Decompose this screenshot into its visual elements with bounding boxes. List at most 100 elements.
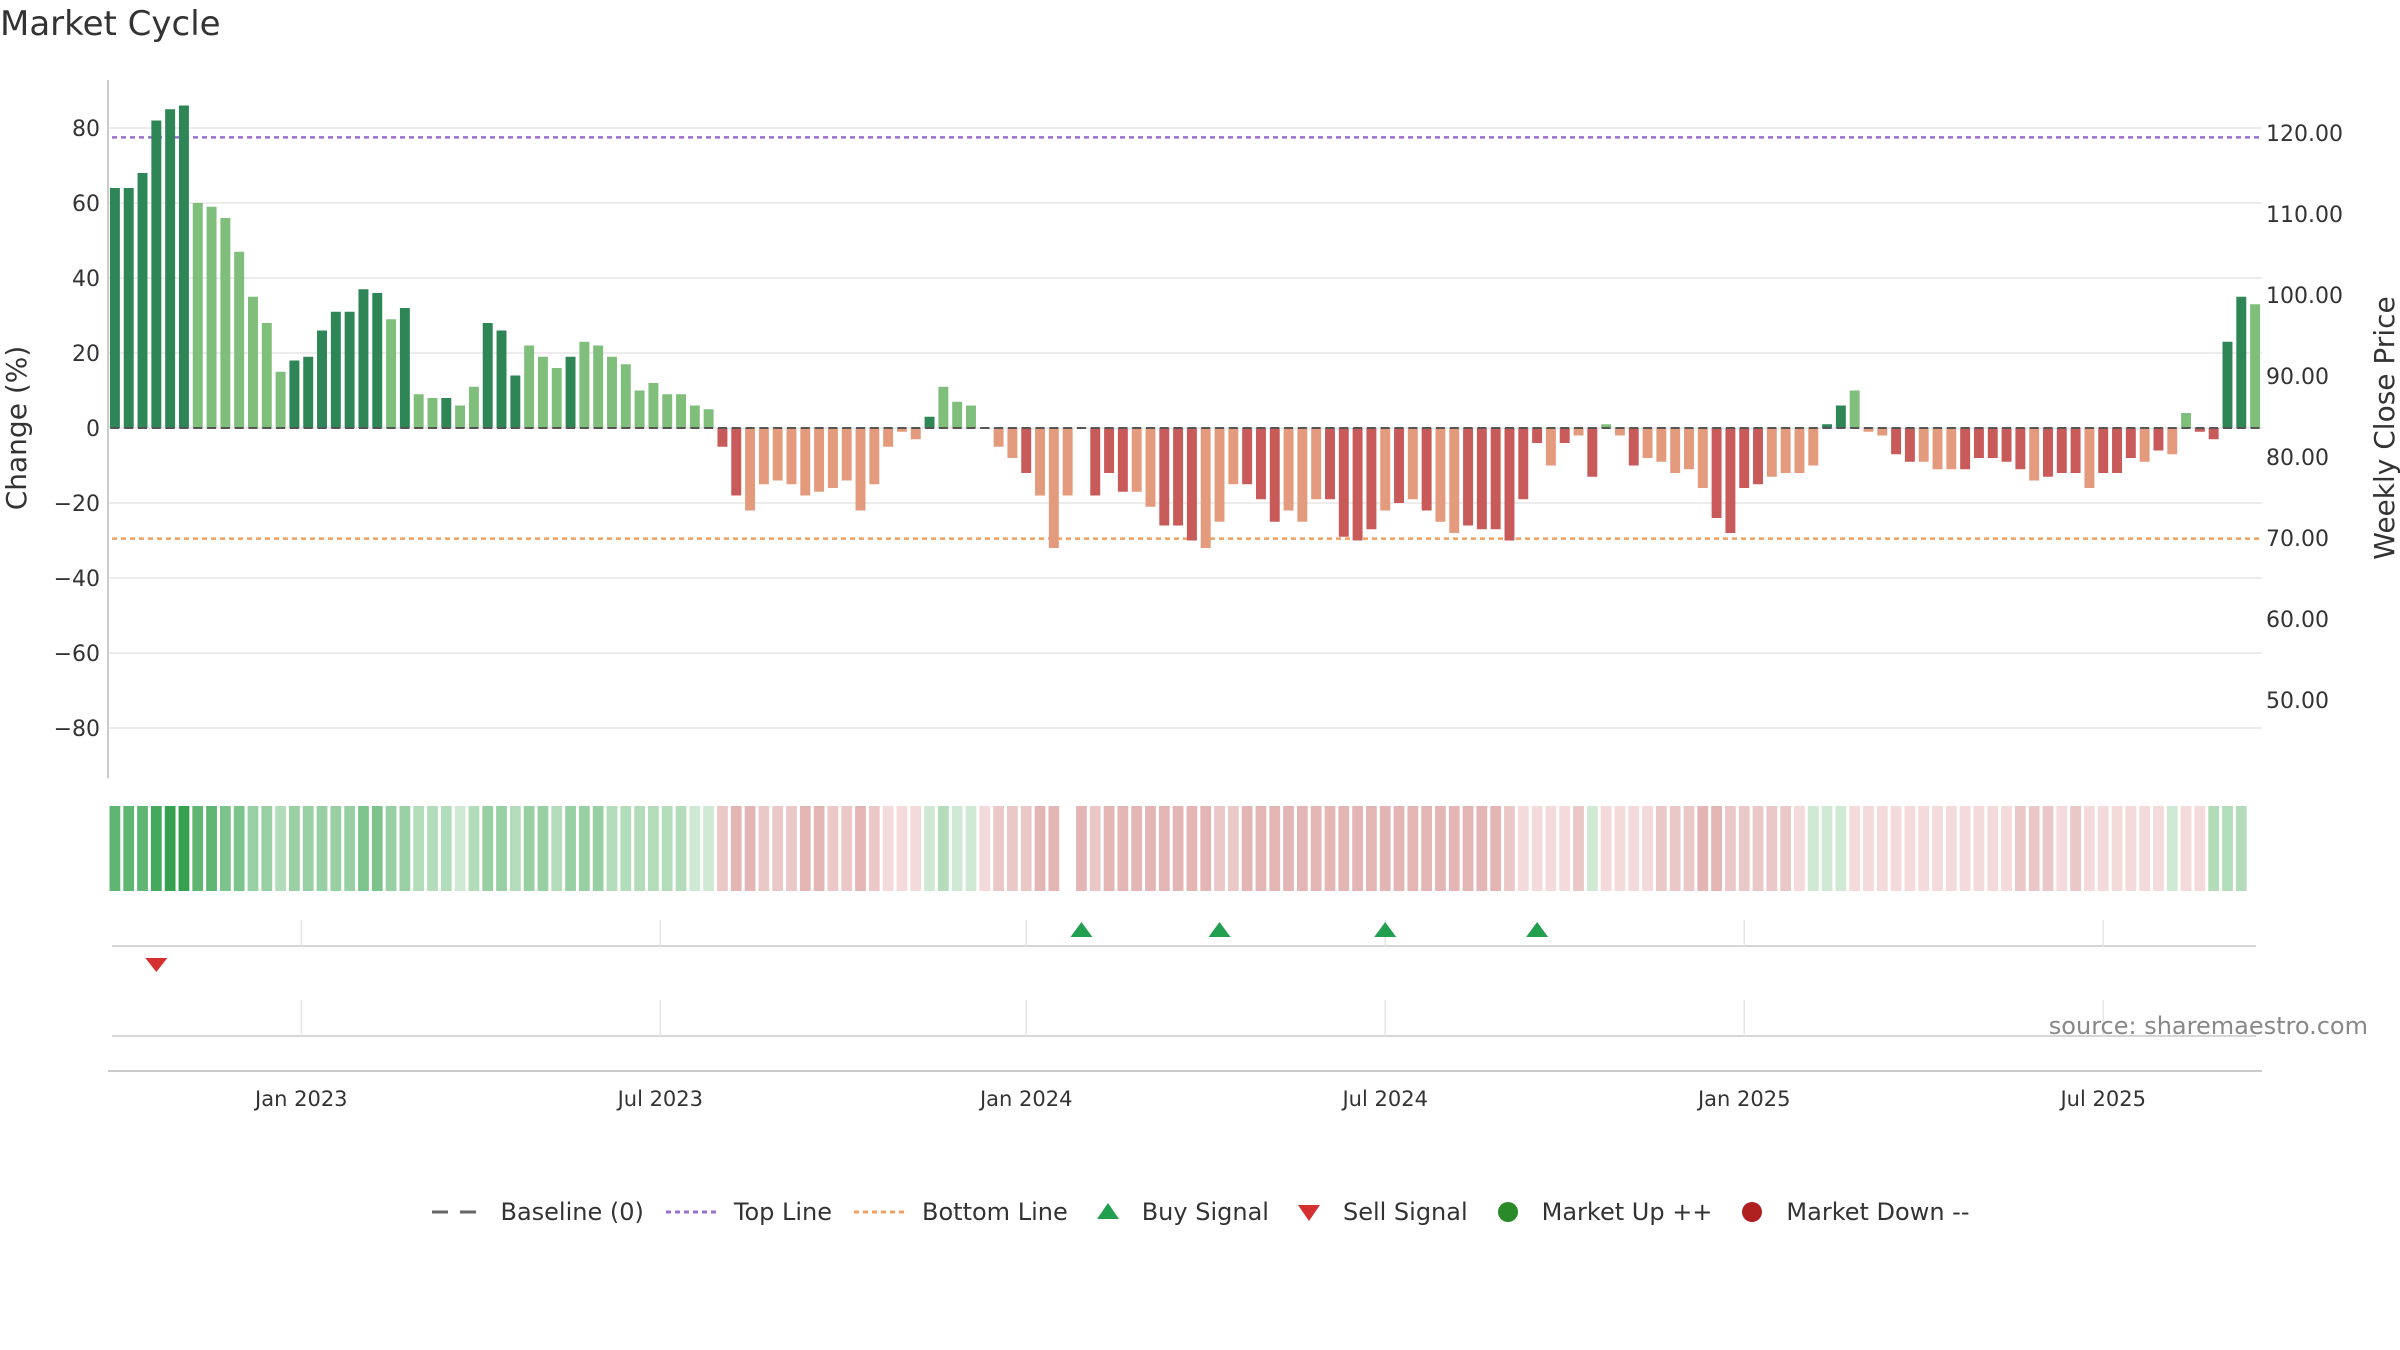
heat-cell [1476, 806, 1488, 891]
heat-cell [358, 806, 369, 891]
heat-cell [1435, 806, 1446, 891]
bar [1021, 428, 1032, 473]
heat-cell [1614, 806, 1626, 891]
bar [261, 323, 272, 428]
heat-cell [565, 806, 576, 891]
bar [2043, 428, 2053, 477]
heat-cell [1186, 806, 1198, 891]
bar [2098, 428, 2109, 473]
bar [1808, 428, 1819, 466]
heat-cell [2042, 806, 2054, 891]
heat-cell [1393, 806, 1405, 891]
bar [2167, 428, 2178, 455]
bar [1407, 428, 1418, 500]
heat-cell [150, 806, 162, 891]
right-tick-label: 90.00 [2266, 365, 2329, 390]
bar [330, 311, 341, 428]
bar [220, 218, 231, 428]
heat-cell [2139, 806, 2151, 891]
legend-item-sell: Sell Signal [1289, 1198, 1468, 1226]
heat-cell [1020, 806, 1032, 891]
heat-cell [123, 806, 135, 891]
bar [123, 188, 134, 428]
baseline-swatch [432, 1210, 485, 1214]
bar [952, 401, 963, 428]
bar [2125, 428, 2136, 458]
bar [248, 296, 258, 428]
heat-cell [799, 806, 811, 891]
legend-label-buy: Buy Signal [1141, 1198, 1269, 1226]
legend-label-market-down: Market Down -- [1786, 1198, 1970, 1226]
bar [2194, 428, 2205, 432]
bar [1780, 428, 1791, 473]
heat-cell [1310, 806, 1322, 891]
heat-cell [606, 806, 618, 891]
bar [1035, 428, 1045, 496]
bar [607, 356, 617, 428]
bar [1628, 428, 1639, 466]
heat-cell [868, 806, 880, 891]
bar [1614, 428, 1625, 436]
x-tick-label: Jul 2024 [1340, 1087, 1427, 1111]
bar [1449, 428, 1460, 533]
bar [1186, 428, 1197, 541]
heat-cell [1089, 806, 1101, 891]
bar [1559, 428, 1570, 443]
heat-cell [1725, 806, 1736, 891]
heat-cell [1366, 806, 1377, 891]
heat-cell [2084, 806, 2095, 891]
bar [1684, 428, 1694, 470]
heat-cell [178, 806, 190, 891]
heat-cell [1531, 806, 1543, 891]
bar [786, 428, 797, 485]
right-tick-label: 50.00 [2266, 689, 2329, 714]
heat-cell [1255, 806, 1267, 891]
bar [1048, 428, 1059, 548]
heat-cell [1780, 806, 1792, 891]
bar [1490, 428, 1501, 530]
x-axis: Jan 2023 Jul 2023 Jan 2024 Jul 2024 Jan 2025… [253, 1087, 2146, 1111]
bar [1104, 428, 1115, 473]
heat-cell [1338, 806, 1350, 891]
bar [800, 428, 811, 496]
bar [1656, 428, 1667, 462]
bar [772, 428, 783, 481]
heat-cell [1407, 806, 1419, 891]
heat-cell [786, 806, 797, 891]
heat-cell [261, 806, 273, 891]
heat-cell [1421, 806, 1433, 891]
bar [289, 360, 300, 428]
heat-cell [689, 806, 701, 891]
heat-cell [1835, 806, 1847, 891]
bar [1739, 428, 1750, 488]
heat-cell [592, 806, 604, 891]
heat-cell [910, 806, 922, 891]
buy-triangle-icon [1096, 1203, 1119, 1219]
heat-cell [275, 806, 286, 891]
heat-cell [1807, 806, 1819, 891]
legend-item-top-line: Top Line [664, 1198, 832, 1226]
heat-cell [302, 806, 314, 891]
heat-cell [2028, 806, 2040, 891]
bar [1255, 428, 1266, 500]
bar [1711, 428, 1722, 518]
source-note: source: sharemaestro.com [2049, 1012, 2368, 1040]
heat-cell [2222, 806, 2233, 891]
bar [2015, 428, 2026, 470]
bar [1863, 428, 1874, 432]
bar [1960, 428, 1971, 470]
heat-cell [1876, 806, 1888, 891]
heat-cell [1214, 806, 1225, 891]
bar [717, 428, 728, 447]
bar [151, 120, 162, 428]
heat-cell [551, 806, 563, 891]
heat-cell [164, 806, 176, 891]
bar [2070, 428, 2081, 473]
bar [814, 428, 825, 492]
sell-signal-marker [145, 958, 168, 972]
heat-cell [1918, 806, 1930, 891]
y-tick-label: 80 [72, 117, 100, 142]
heat-cell [427, 806, 438, 891]
heat-cell [1697, 806, 1709, 891]
heat-cell [1821, 806, 1833, 891]
